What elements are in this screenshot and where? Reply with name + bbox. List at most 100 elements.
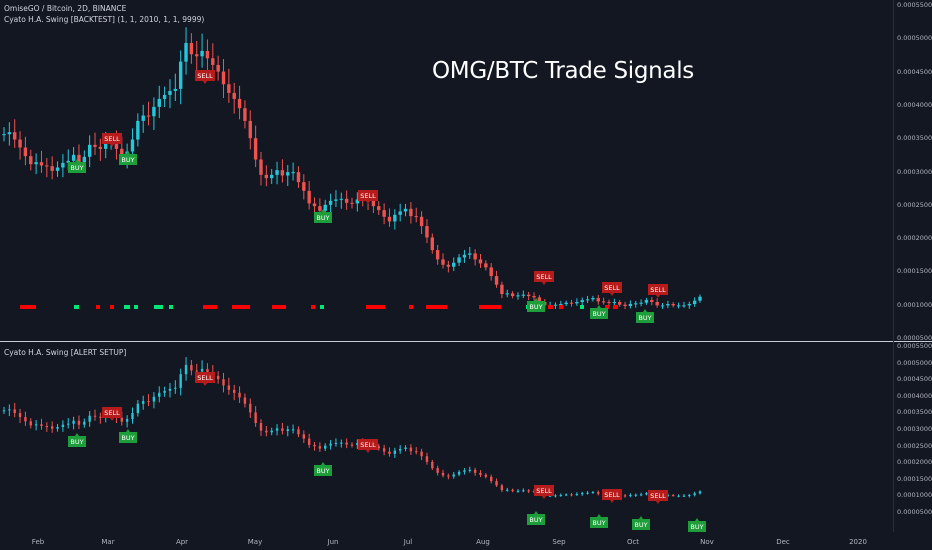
candle[interactable] <box>623 301 627 310</box>
buy-signal-label[interactable]: BUY <box>527 511 545 525</box>
candle[interactable] <box>152 97 156 130</box>
candle[interactable] <box>270 427 273 436</box>
candle[interactable] <box>532 292 536 301</box>
candle[interactable] <box>559 493 562 497</box>
candle[interactable] <box>24 411 27 426</box>
buy-signal-label[interactable]: BUY <box>590 514 608 528</box>
candle[interactable] <box>554 494 557 498</box>
candle[interactable] <box>88 410 91 427</box>
candle[interactable] <box>178 50 183 105</box>
candle[interactable] <box>307 181 311 210</box>
candle[interactable] <box>179 368 182 396</box>
candle[interactable] <box>200 33 204 68</box>
candle[interactable] <box>216 55 220 81</box>
candle[interactable] <box>275 161 279 185</box>
candle[interactable] <box>452 471 455 479</box>
candle[interactable] <box>479 470 482 478</box>
candle[interactable] <box>623 494 627 498</box>
buy-signal-label[interactable]: BUY <box>314 462 332 476</box>
candle[interactable] <box>313 441 316 451</box>
candle[interactable] <box>50 421 54 433</box>
candle[interactable] <box>254 406 257 427</box>
candle[interactable] <box>281 422 284 435</box>
candle[interactable] <box>34 419 38 431</box>
candle[interactable] <box>318 442 322 452</box>
candle[interactable] <box>490 474 493 484</box>
candle[interactable] <box>393 447 397 458</box>
sell-signal-label[interactable]: SELL <box>534 271 554 285</box>
candle[interactable] <box>174 380 177 394</box>
candle[interactable] <box>307 433 311 448</box>
pane-divider[interactable] <box>0 341 932 342</box>
candle[interactable] <box>591 490 595 494</box>
indicator-chart-svg[interactable]: BUY SELL BUY SELL BUY SELL SELL BUY BUY SELL BUY SE… <box>0 343 893 535</box>
candle[interactable] <box>698 490 702 495</box>
candle[interactable] <box>340 439 343 448</box>
sell-signal-label[interactable]: SELL <box>195 372 215 386</box>
candle[interactable] <box>564 300 568 307</box>
candle[interactable] <box>692 297 697 307</box>
candle[interactable] <box>570 492 573 497</box>
candle[interactable] <box>612 298 617 306</box>
candle[interactable] <box>441 253 445 269</box>
candle[interactable] <box>500 281 504 299</box>
candle[interactable] <box>468 247 472 259</box>
candle[interactable] <box>522 488 525 493</box>
buy-signal-label[interactable]: BUY <box>688 518 706 532</box>
candle[interactable] <box>356 439 359 449</box>
candle[interactable] <box>136 400 140 417</box>
buy-signal-label[interactable]: BUY <box>632 516 650 530</box>
candle[interactable] <box>50 156 54 180</box>
candle[interactable] <box>382 203 386 225</box>
candle[interactable] <box>280 159 285 183</box>
candle[interactable] <box>7 122 12 146</box>
sell-signal-label[interactable]: SELL <box>648 490 668 504</box>
candle[interactable] <box>601 297 606 305</box>
candle[interactable] <box>516 489 520 493</box>
buy-signal-label[interactable]: BUY <box>119 429 137 443</box>
candle[interactable] <box>521 290 526 299</box>
candle[interactable] <box>227 377 231 395</box>
candle[interactable] <box>189 33 194 64</box>
candle[interactable] <box>83 418 86 428</box>
candle[interactable] <box>205 39 210 76</box>
candle[interactable] <box>473 467 477 476</box>
candle[interactable] <box>553 302 558 309</box>
candle[interactable] <box>484 473 488 479</box>
candle[interactable] <box>388 447 391 457</box>
sell-signal-label[interactable]: SELL <box>358 439 378 453</box>
time-axis[interactable]: Feb Mar Apr May Jun Jul Aug Sep Oct Nov Dec 2020 <box>0 536 893 550</box>
candle[interactable] <box>324 443 327 451</box>
candle[interactable] <box>431 459 434 470</box>
candle[interactable] <box>344 190 349 210</box>
candle[interactable] <box>345 438 348 449</box>
candle[interactable] <box>173 73 178 102</box>
candle[interactable] <box>286 425 289 437</box>
candle[interactable] <box>495 478 498 487</box>
candle[interactable] <box>243 100 247 129</box>
candle[interactable] <box>232 82 236 114</box>
candle[interactable] <box>61 154 65 178</box>
candle[interactable] <box>23 136 28 166</box>
candle[interactable] <box>162 86 167 108</box>
candle[interactable] <box>564 493 568 497</box>
candle[interactable] <box>355 192 360 212</box>
candle[interactable] <box>393 209 397 230</box>
candle[interactable] <box>152 392 156 409</box>
candle[interactable] <box>468 466 471 473</box>
candle[interactable] <box>77 415 81 430</box>
candle[interactable] <box>398 445 402 454</box>
candle[interactable] <box>441 469 445 478</box>
buy-signal-label[interactable]: BUY <box>636 309 654 323</box>
candle[interactable] <box>478 254 483 268</box>
candle[interactable] <box>18 131 22 160</box>
candle[interactable] <box>419 211 424 234</box>
buy-signal-label[interactable]: BUY <box>590 305 608 319</box>
candle[interactable] <box>227 68 231 103</box>
candle[interactable] <box>195 40 199 72</box>
candle[interactable] <box>329 440 332 450</box>
price-axis-bottom[interactable]: 0.0005500 0.0005000 0.0004500 0.0004000 0.00… <box>897 342 932 535</box>
candle[interactable] <box>377 443 380 451</box>
candle[interactable] <box>168 79 172 109</box>
candle[interactable] <box>286 164 290 187</box>
